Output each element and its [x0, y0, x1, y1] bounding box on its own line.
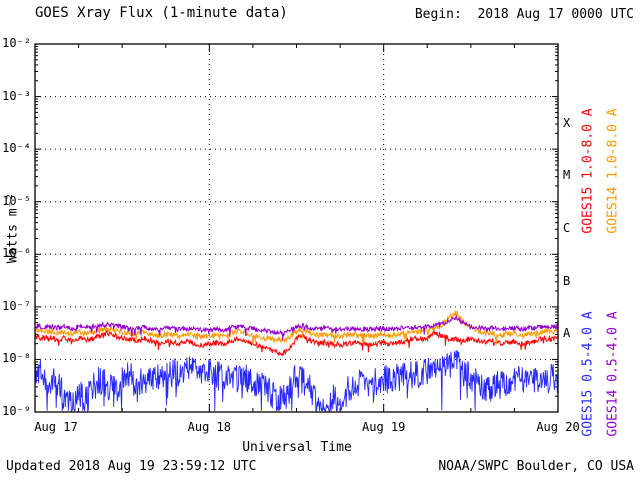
chart-title: GOES Xray Flux (1-minute data): [35, 5, 288, 21]
y-tick-label: 10⁻⁴: [2, 141, 31, 156]
updated-timestamp: Updated 2018 Aug 19 23:59:12 UTC: [6, 459, 257, 474]
y-tick-label: 10⁻³: [2, 88, 31, 103]
begin-timestamp: Begin: 2018 Aug 17 0000 UTC: [414, 7, 634, 22]
y-tick-label: 10⁻⁹: [2, 404, 31, 418]
x-tick-label: Aug 19: [361, 420, 406, 434]
x-tick-label: Aug 20: [536, 420, 580, 434]
flare-class-a: A: [563, 326, 571, 341]
y-tick-label: 10⁻⁸: [2, 351, 31, 366]
flare-class-b: B: [563, 273, 571, 288]
legend-goes15-short: GOES15 0.5-4.0 A: [580, 311, 596, 437]
trace-goes15-1-0-8-0-a: [34, 329, 559, 357]
y-tick-label: 10⁻²: [2, 36, 31, 50]
legend-goes14-short: GOES14 0.5-4.0 A: [605, 311, 621, 437]
credit-text: NOAA/SWPC Boulder, CO USA: [438, 459, 634, 474]
y-tick-label: 10⁻⁵: [2, 193, 31, 208]
flare-class-c: C: [563, 221, 571, 235]
y-tick-label: 10⁻⁶: [2, 246, 31, 261]
trace-goes14-0-5-4-0-a: [34, 314, 559, 341]
x-axis-title: Universal Time: [242, 440, 352, 455]
legend-goes15-long: GOES15 1.0-8.0 A: [580, 108, 596, 234]
plot-frame: [34, 43, 559, 413]
x-tick-label: Aug 18: [187, 420, 231, 434]
y-tick-label: 10⁻⁷: [2, 298, 31, 313]
trace-goes15-0-5-4-0-a: [34, 350, 559, 413]
x-tick-label: Aug 17: [34, 420, 78, 434]
legend-goes14-long: GOES14 1.0-8.0 A: [605, 108, 621, 234]
flare-class-m: M: [563, 168, 571, 183]
flare-class-x: X: [563, 115, 571, 130]
